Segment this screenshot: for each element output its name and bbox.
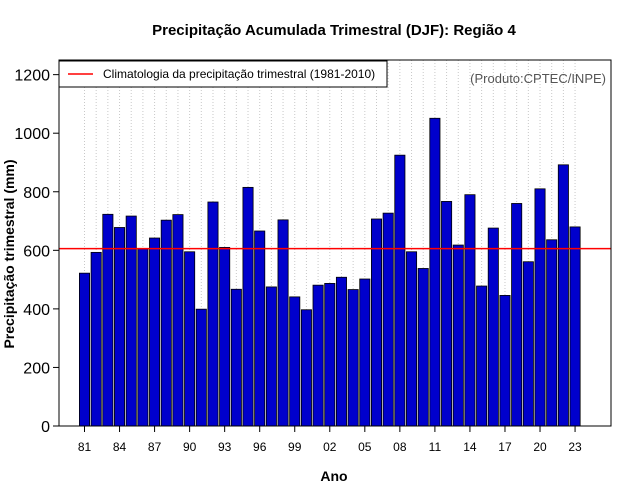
x-axis-title: Ano	[320, 468, 347, 484]
x-tick-label: 81	[78, 440, 92, 454]
bar-83	[102, 213, 114, 427]
bar-89	[172, 214, 184, 427]
bar-99	[289, 296, 301, 427]
bar-04	[347, 289, 359, 427]
bar-13	[452, 244, 464, 427]
bar-93	[219, 246, 231, 427]
x-tick-label: 84	[113, 440, 127, 454]
bar-94	[230, 288, 242, 427]
bar-11	[429, 117, 441, 427]
bar-20	[534, 188, 546, 427]
bar-12	[441, 201, 453, 427]
y-tick-label: 800	[23, 185, 50, 202]
x-tick-label: 11	[429, 440, 442, 454]
y-axis: 0 200 400 600 800 1000 1200	[14, 68, 59, 436]
x-tick-label: 20	[533, 440, 547, 454]
y-tick-label: 0	[41, 419, 50, 436]
bar-84	[114, 227, 126, 427]
bar-07	[382, 212, 394, 427]
bar-85	[125, 215, 137, 427]
x-tick-label: 05	[358, 440, 372, 454]
legend: Climatologia da precipitação trimestral …	[58, 60, 388, 88]
bar-86	[137, 248, 149, 427]
x-tick-label: 17	[498, 440, 512, 454]
x-tick-label: 93	[218, 440, 232, 454]
bar-17	[499, 295, 511, 427]
bar-06	[370, 218, 382, 427]
bar-01	[312, 284, 324, 427]
bar-08	[394, 154, 406, 427]
x-tick-label: 02	[323, 440, 337, 454]
y-tick-label: 1200	[14, 68, 50, 85]
y-tick-label: 600	[23, 243, 50, 260]
bar-91	[195, 308, 207, 427]
bar-23	[569, 226, 581, 427]
bar-15	[476, 285, 488, 427]
bar-18	[511, 203, 523, 427]
y-tick-label: 1000	[14, 126, 50, 143]
x-tick-label: 99	[288, 440, 302, 454]
bar-90	[184, 251, 196, 427]
x-tick-label: 08	[393, 440, 407, 454]
x-axis: 81 84 87 90 93 96 99 02 05 08 11 14 17 20 23	[78, 426, 582, 454]
x-tick-label: 87	[148, 440, 162, 454]
bars	[79, 117, 581, 427]
bar-96	[254, 230, 266, 427]
bar-09	[406, 251, 418, 427]
x-tick-label: 23	[568, 440, 582, 454]
y-tick-label: 400	[23, 302, 50, 319]
bar-02	[324, 283, 336, 427]
bar-19	[522, 261, 534, 427]
bar-87	[149, 237, 161, 427]
bar-03	[335, 276, 347, 427]
bar-14	[464, 194, 476, 427]
y-tick-label: 200	[23, 360, 50, 377]
x-tick-label: 90	[183, 440, 197, 454]
x-tick-label: 96	[253, 440, 267, 454]
credit-text: (Produto:CPTEC/INPE)	[470, 71, 606, 86]
legend-box	[58, 60, 388, 88]
bar-95	[242, 186, 254, 427]
y-axis-title: Precipitação trimestral (mm)	[1, 159, 17, 348]
bar-05	[359, 278, 371, 427]
bar-21	[546, 239, 558, 427]
chart-title: Precipitação Acumulada Trimestral (DJF):…	[152, 22, 516, 39]
bar-98	[277, 219, 289, 427]
bar-88	[160, 219, 172, 427]
bar-22	[557, 164, 569, 427]
bar-10	[417, 268, 429, 427]
x-tick-label: 14	[463, 440, 477, 454]
legend-label: Climatologia da precipitação trimestral …	[103, 67, 375, 81]
bar-97	[265, 286, 277, 427]
bar-92	[207, 201, 219, 427]
bar-82	[90, 251, 102, 427]
bar-81	[79, 272, 91, 427]
bar-00	[300, 309, 312, 427]
plot-frame	[58, 59, 612, 427]
bar-16	[487, 227, 499, 427]
